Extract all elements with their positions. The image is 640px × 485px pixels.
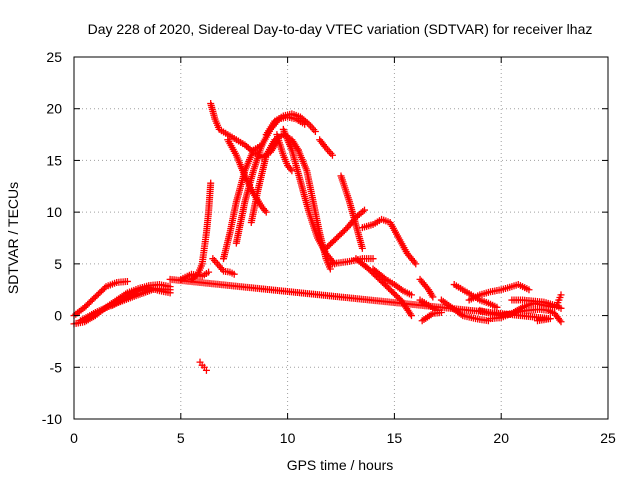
series-evening-a [416,275,437,301]
data-point [557,291,565,299]
x-tick-label: 5 [177,430,185,446]
x-tick-label: 15 [387,430,403,446]
y-tick-label: 10 [46,204,62,220]
series-night-a [465,281,533,304]
x-tick-label: 0 [70,430,78,446]
data-point [380,274,388,282]
y-tick-label: 0 [54,308,62,324]
series-afternoon-b [322,206,368,252]
data-points [70,100,565,374]
grid-lines [74,57,608,419]
data-point [311,127,319,135]
tick-labels: 0 5 10 15 20 25 -10 -5 0 5 10 15 20 25 [42,49,616,446]
series-afternoon-d [358,215,420,268]
data-point [328,151,336,159]
series-afternoon-a [337,172,366,252]
series-pre-noon-c [209,255,238,278]
data-point [407,291,415,299]
series-high-peak-b [224,136,270,216]
series-pre-noon-b [187,179,215,283]
series-dip-negative [196,358,210,374]
series-post-peak-b [294,146,334,273]
series-outliers [166,275,554,325]
data-point [207,179,215,187]
plot-frame [73,56,609,420]
series-afternoon-f [369,265,415,299]
y-tick-label: -5 [50,359,63,375]
x-tick-label: 10 [280,430,296,446]
series-night-f [553,291,565,309]
data-point [166,275,174,283]
y-axis-label: SDTVAR / TECUs [5,182,21,294]
chart-title: Day 228 of 2020, Sidereal Day-to-day VTE… [88,21,593,37]
data-point [205,268,213,276]
data-point [101,284,109,292]
y-tick-label: 20 [46,101,62,117]
data-point [262,208,270,216]
series-afternoon-e [352,255,415,320]
series-early-rise-b [70,277,131,320]
data-point [407,312,415,320]
data-point [429,293,437,301]
data-point [360,206,368,214]
data-point [557,318,565,326]
y-tick-label: 5 [54,256,62,272]
data-point [556,316,564,324]
data-point [369,255,377,263]
data-point [166,289,174,297]
series-post-peak-c [273,131,296,175]
data-point [358,244,366,252]
x-tick-label: 20 [493,430,509,446]
series-night-e [544,306,565,326]
series-peak-ridge [262,110,319,139]
data-point [230,270,238,278]
series-short-segment [316,136,336,159]
y-tick-label: 15 [46,152,62,168]
data-point [202,366,210,374]
series-night-d [508,296,565,312]
data-point [288,167,296,175]
x-tick-label: 25 [600,430,616,446]
data-point [123,277,131,285]
y-tick-label: 25 [46,49,62,65]
x-axis-label: GPS time / hours [287,457,394,473]
data-point [525,286,533,294]
data-point [412,260,420,268]
axis-ticks [73,56,609,420]
y-tick-label: -10 [42,411,62,427]
series-early-rise-d [108,284,174,309]
series-evening-c [418,308,445,325]
data-point [557,304,565,312]
